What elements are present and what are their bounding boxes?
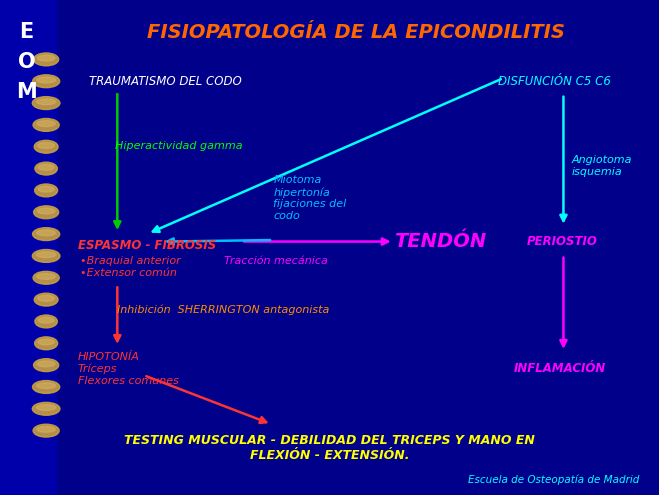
- Ellipse shape: [38, 186, 54, 192]
- Ellipse shape: [32, 97, 60, 109]
- Text: TESTING MUSCULAR - DEBILIDAD DEL TRICEPS Y MANO EN
FLEXIÓN - EXTENSIÓN.: TESTING MUSCULAR - DEBILIDAD DEL TRICEPS…: [124, 434, 535, 462]
- Text: INFLAMACIÓN: INFLAMACIÓN: [514, 362, 606, 375]
- Bar: [0, 0, 56, 495]
- Text: TRAUMATISMO DEL CODO: TRAUMATISMO DEL CODO: [89, 75, 242, 88]
- Ellipse shape: [35, 315, 57, 328]
- Ellipse shape: [38, 208, 55, 214]
- Text: Escuela de Osteopatía de Madrid: Escuela de Osteopatía de Madrid: [468, 475, 639, 486]
- Text: M: M: [16, 82, 37, 101]
- Text: Angiotoma
isquemia: Angiotoma isquemia: [572, 155, 633, 177]
- Ellipse shape: [33, 271, 59, 284]
- Ellipse shape: [35, 337, 57, 350]
- Ellipse shape: [34, 140, 58, 153]
- Ellipse shape: [38, 143, 55, 148]
- Ellipse shape: [32, 402, 60, 415]
- Text: Tracción mecánica: Tracción mecánica: [224, 256, 328, 266]
- Text: Miotoma
hipertonía
fijaciones del
codo: Miotoma hipertonía fijaciones del codo: [273, 175, 347, 221]
- Ellipse shape: [34, 53, 59, 66]
- Ellipse shape: [34, 293, 58, 306]
- Ellipse shape: [38, 164, 54, 170]
- Text: HIPOTONÍA
Tríceps
Flexores comunes: HIPOTONÍA Tríceps Flexores comunes: [78, 352, 179, 386]
- Ellipse shape: [36, 252, 56, 257]
- Ellipse shape: [34, 359, 59, 372]
- Ellipse shape: [32, 249, 60, 262]
- Ellipse shape: [32, 75, 60, 88]
- Text: Hiperactividad gamma: Hiperactividad gamma: [115, 141, 243, 151]
- Ellipse shape: [37, 121, 55, 127]
- Ellipse shape: [38, 361, 55, 367]
- Ellipse shape: [33, 118, 59, 131]
- Ellipse shape: [36, 404, 56, 410]
- Text: TENDÓN: TENDÓN: [394, 232, 486, 251]
- Text: •Braquial anterior
•Extensor común: •Braquial anterior •Extensor común: [80, 256, 181, 278]
- Ellipse shape: [32, 381, 60, 394]
- Ellipse shape: [38, 296, 55, 301]
- Ellipse shape: [34, 206, 59, 219]
- Ellipse shape: [35, 162, 57, 175]
- Ellipse shape: [37, 274, 55, 279]
- Ellipse shape: [35, 184, 57, 197]
- Text: O: O: [18, 52, 35, 72]
- Ellipse shape: [38, 339, 54, 345]
- Text: ESPASMO - FIBROSIS: ESPASMO - FIBROSIS: [78, 239, 216, 251]
- Ellipse shape: [37, 427, 55, 432]
- Text: E: E: [19, 22, 34, 42]
- Text: Inhibición  SHERRINGTON antagonista: Inhibición SHERRINGTON antagonista: [117, 304, 330, 315]
- Text: DISFUNCIÓN C5 C6: DISFUNCIÓN C5 C6: [498, 75, 610, 88]
- Ellipse shape: [37, 77, 55, 83]
- Ellipse shape: [37, 383, 55, 389]
- Ellipse shape: [37, 230, 55, 236]
- Ellipse shape: [36, 99, 56, 104]
- Ellipse shape: [33, 424, 59, 437]
- Ellipse shape: [38, 317, 54, 323]
- Text: FISIOPATOLOGÍA DE LA EPICONDILITIS: FISIOPATOLOGÍA DE LA EPICONDILITIS: [147, 23, 565, 42]
- Ellipse shape: [38, 55, 55, 61]
- Text: PERIOSTIO: PERIOSTIO: [527, 235, 598, 248]
- Ellipse shape: [32, 228, 60, 241]
